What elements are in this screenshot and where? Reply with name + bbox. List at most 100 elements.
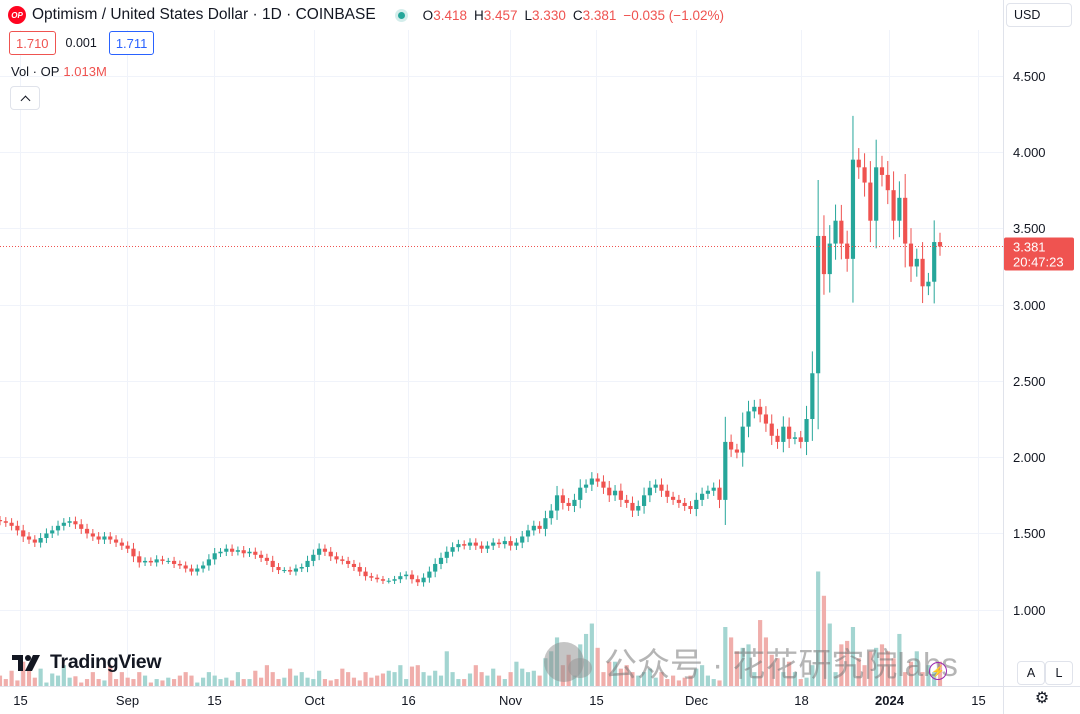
candle-body[interactable] (340, 559, 345, 561)
candle-body[interactable] (264, 557, 270, 561)
candle-body[interactable] (3, 521, 8, 523)
candle-body[interactable] (363, 571, 368, 577)
candle-body[interactable] (682, 502, 687, 506)
candle-body[interactable] (473, 542, 478, 546)
candle-body[interactable] (508, 541, 513, 546)
candle-body[interactable] (630, 502, 635, 511)
candle-body[interactable] (148, 560, 153, 563)
candle-body[interactable] (740, 426, 745, 453)
candle-body[interactable] (775, 435, 780, 442)
candle-body[interactable] (520, 536, 525, 543)
candle-body[interactable] (903, 197, 908, 244)
candle-body[interactable] (212, 553, 217, 560)
candle-body[interactable] (758, 406, 763, 415)
candle-body[interactable] (334, 556, 339, 560)
candle-body[interactable] (636, 505, 641, 511)
candle-body[interactable] (618, 490, 623, 500)
candle-body[interactable] (723, 441, 728, 500)
candle-body[interactable] (729, 441, 734, 450)
candle-body[interactable] (154, 559, 159, 563)
tradingview-logo[interactable]: TradingView (12, 651, 162, 674)
candle-body[interactable] (734, 449, 740, 453)
candle-body[interactable] (32, 539, 37, 543)
gear-icon[interactable]: ⚙ (1034, 690, 1050, 707)
candle-body[interactable] (346, 560, 351, 564)
candle-body[interactable] (108, 536, 113, 540)
candle-body[interactable] (937, 242, 943, 247)
candle-body[interactable] (230, 548, 235, 552)
candle-body[interactable] (607, 487, 612, 496)
lightning-icon[interactable]: ⚡ (929, 662, 947, 680)
candle-body[interactable] (102, 536, 107, 540)
candle-body[interactable] (554, 495, 560, 511)
candle-body[interactable] (839, 220, 844, 244)
collapse-legend-button[interactable] (10, 86, 40, 110)
candle-body[interactable] (810, 373, 815, 420)
candle-body[interactable] (270, 560, 275, 568)
candle-body[interactable] (328, 551, 333, 557)
candle-body[interactable] (653, 484, 658, 488)
candle-body[interactable] (531, 525, 536, 531)
candle-body[interactable] (792, 437, 798, 439)
candle-body[interactable] (218, 551, 223, 554)
candle-body[interactable] (578, 487, 583, 500)
candle-body[interactable] (868, 182, 873, 221)
auto-scale-button[interactable]: A (1017, 661, 1045, 685)
candle-body[interactable] (845, 243, 850, 259)
candle-body[interactable] (781, 426, 786, 442)
candle-body[interactable] (769, 423, 774, 436)
candle-body[interactable] (804, 419, 809, 442)
candle-body[interactable] (398, 576, 403, 580)
candle-body[interactable] (369, 576, 374, 578)
candle-body[interactable] (84, 528, 90, 534)
currency-select[interactable]: USD (1006, 3, 1072, 27)
candle-body[interactable] (850, 159, 856, 259)
candle-body[interactable] (450, 547, 455, 552)
market-status-icon[interactable] (397, 11, 405, 19)
candle-body[interactable] (856, 159, 861, 168)
candle-body[interactable] (67, 521, 72, 523)
candle-body[interactable] (351, 563, 357, 568)
candle-body[interactable] (560, 495, 565, 503)
symbol-title[interactable]: Optimism / United States Dollar · 1D · C… (32, 6, 376, 23)
candle-body[interactable] (113, 539, 119, 543)
candle-body[interactable] (705, 490, 710, 494)
candle-body[interactable] (38, 538, 43, 543)
candle-body[interactable] (700, 493, 705, 500)
candle-body[interactable] (183, 565, 188, 569)
candle-body[interactable] (798, 437, 803, 442)
candle-body[interactable] (879, 167, 885, 175)
candle-body[interactable] (612, 490, 618, 496)
candle-body[interactable] (827, 243, 832, 275)
candle-body[interactable] (44, 533, 49, 539)
candle-body[interactable] (276, 567, 281, 571)
candle-body[interactable] (833, 220, 838, 244)
candle-body[interactable] (583, 484, 589, 488)
candle-body[interactable] (595, 478, 600, 482)
candle-body[interactable] (9, 522, 14, 526)
candle-body[interactable] (380, 579, 386, 581)
candle-body[interactable] (427, 571, 432, 578)
candle-body[interactable] (462, 544, 467, 546)
candle-body[interactable] (874, 167, 879, 221)
candle-body[interactable] (763, 414, 769, 424)
candle-body[interactable] (816, 235, 821, 374)
candle-body[interactable] (670, 496, 676, 500)
candle-body[interactable] (862, 167, 867, 183)
candle-body[interactable] (160, 559, 165, 561)
candle-body[interactable] (317, 548, 322, 555)
candle-body[interactable] (293, 568, 299, 572)
candle-body[interactable] (166, 560, 171, 562)
candle-body[interactable] (392, 579, 397, 581)
candle-body[interactable] (189, 568, 194, 572)
candle-body[interactable] (479, 545, 484, 549)
candle-body[interactable] (322, 548, 328, 552)
candle-body[interactable] (438, 557, 444, 564)
candle-body[interactable] (195, 568, 200, 572)
log-scale-button[interactable]: L (1045, 661, 1073, 685)
candle-body[interactable] (514, 542, 519, 546)
candle-body[interactable] (200, 565, 206, 569)
candle-body[interactable] (125, 545, 130, 549)
candle-body[interactable] (386, 580, 391, 582)
candle-body[interactable] (0, 520, 3, 522)
